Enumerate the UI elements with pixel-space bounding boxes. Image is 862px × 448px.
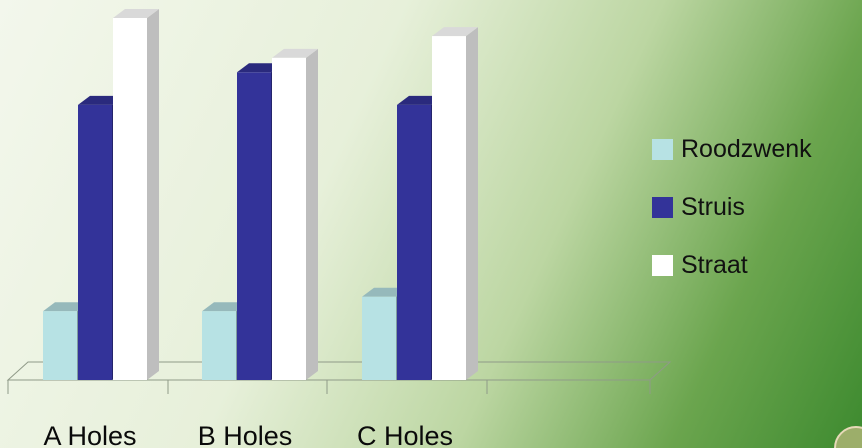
bar-top xyxy=(272,48,318,58)
legend-swatch-straat xyxy=(652,254,673,276)
legend-item-roodzwenk: Roodzwenk xyxy=(652,132,812,166)
bar-top xyxy=(362,287,408,297)
category-label-b-holes: B Holes xyxy=(198,421,293,448)
bar-top xyxy=(202,302,248,312)
bar-front xyxy=(362,296,396,380)
bar-straat-b-holes xyxy=(272,48,318,380)
bar-side xyxy=(306,48,318,380)
bars-group xyxy=(43,9,478,381)
bar-top xyxy=(113,9,159,18)
bar-top xyxy=(78,95,124,105)
bar-front xyxy=(113,18,147,380)
legend: Roodzwenk Struis Straat xyxy=(652,132,812,282)
bar-front xyxy=(237,72,271,381)
legend-swatch-struis xyxy=(652,196,673,218)
bar-straat-a-holes xyxy=(113,9,159,380)
bar-top xyxy=(43,302,89,312)
category-axis-labels: A Holes B Holes C Holes xyxy=(43,421,453,448)
bar-side xyxy=(147,9,159,380)
bar-front xyxy=(202,311,236,380)
bar-top xyxy=(397,95,443,105)
legend-label-straat: Straat xyxy=(681,250,748,279)
bar-front xyxy=(78,104,112,380)
bar-front xyxy=(272,57,306,380)
legend-label-roodzwenk: Roodzwenk xyxy=(681,134,812,163)
bar-front xyxy=(43,311,77,380)
bar-top xyxy=(237,63,283,73)
legend-item-struis: Struis xyxy=(652,190,812,224)
legend-item-straat: Straat xyxy=(652,248,812,282)
category-label-c-holes: C Holes xyxy=(357,421,453,448)
legend-label-struis: Struis xyxy=(681,192,745,221)
category-label-a-holes: A Holes xyxy=(43,421,136,448)
legend-swatch-roodzwenk xyxy=(652,138,673,160)
bar-top xyxy=(432,27,478,37)
bar-straat-c-holes xyxy=(432,27,478,380)
bar-front xyxy=(397,104,431,380)
bar-front xyxy=(432,36,466,380)
bar-side xyxy=(466,27,478,380)
